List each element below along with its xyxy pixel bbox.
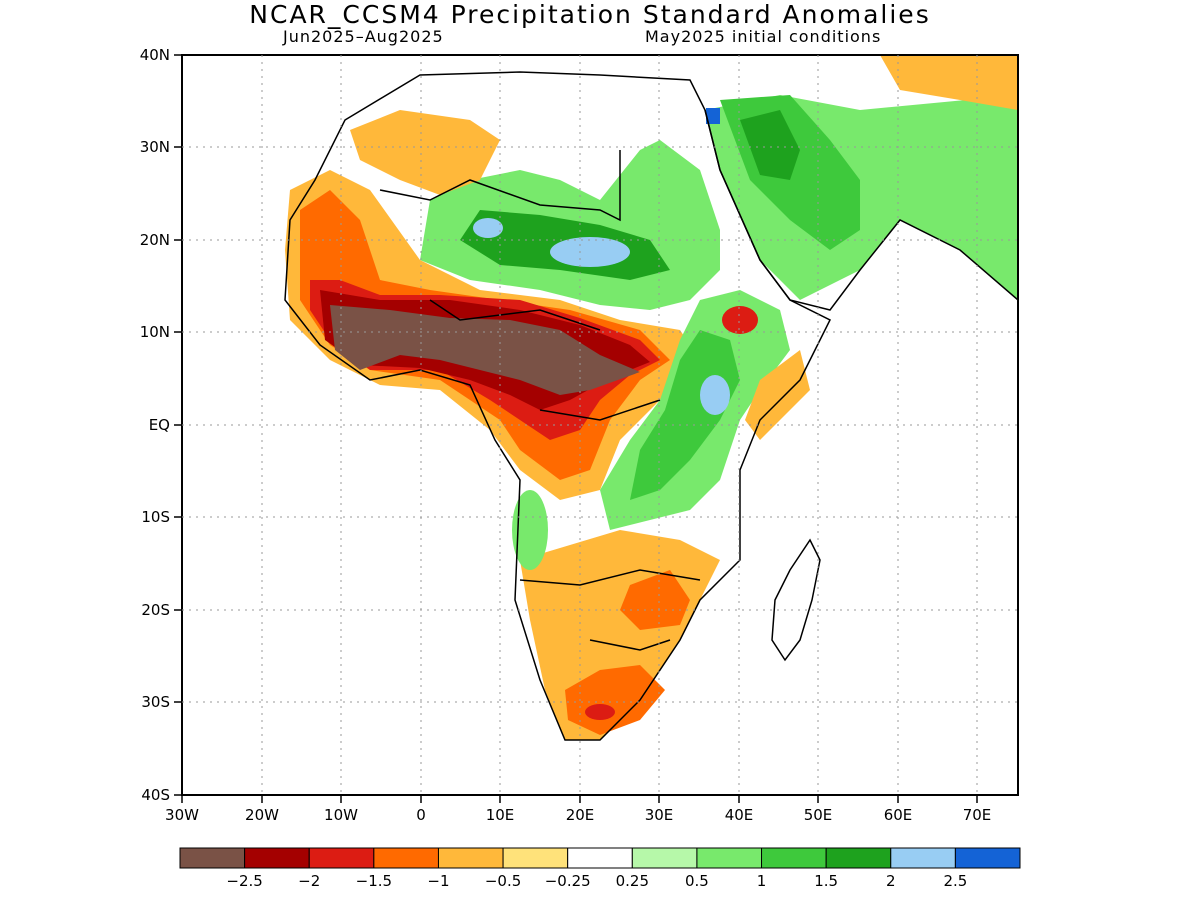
angola-wet: [512, 490, 548, 570]
lon-labels: 30W 20W 10W 0 10E 20E 30E 40E 50E 60E 70…: [165, 806, 991, 824]
colorbar-label: −0.25: [545, 872, 591, 890]
colorbar-swatch: [308, 847, 375, 869]
lon-label: 40E: [725, 806, 754, 824]
lat-label: EQ: [149, 416, 170, 434]
colorbar-label: 1.5: [814, 872, 838, 890]
colorbar-swatch: [502, 847, 569, 869]
colorbar-label: −1.5: [356, 872, 392, 890]
colorbar-swatch: [954, 847, 1021, 869]
coastlines: [284, 71, 1018, 741]
lat-label: 30S: [141, 693, 170, 711]
colorbar-label: −0.5: [485, 872, 521, 890]
lon-label: 10E: [486, 806, 515, 824]
anomaly-field: [285, 55, 1018, 740]
lon-label: 30W: [165, 806, 199, 824]
lat-label: 10S: [141, 508, 170, 526]
sahel-record-dry: [330, 305, 640, 395]
madagascar: [771, 538, 821, 662]
colorbar-label: −2.5: [226, 872, 262, 890]
arabia-wettest: [740, 110, 800, 180]
season-label: Jun2025–Aug2025: [283, 27, 444, 46]
maghreb-dry: [350, 110, 500, 195]
colorbar-swatch: [244, 847, 310, 869]
southern-africa-drier: [620, 570, 690, 630]
colorbar: −2.5 −2 −1.5 −1 −0.5 −0.25 0.25 0.5 1 1.5 2 2.5: [179, 847, 1021, 890]
map-title: NCAR_CCSM4 Precipitation Standard Anomal…: [249, 0, 931, 29]
cape-very-dry: [585, 704, 615, 720]
lat-label: 40S: [141, 786, 170, 804]
lat-label: 30N: [140, 138, 170, 156]
colorbar-swatch: [567, 847, 633, 869]
east-africa-very-wet: [700, 375, 730, 415]
lat-label: 10N: [140, 323, 170, 341]
iberia-landmass: [340, 55, 460, 90]
lat-labels: 40N 30N 20N 10N EQ 10S 20S 30S 40S: [140, 46, 170, 804]
lon-label: 20W: [245, 806, 279, 824]
colorbar-swatch: [373, 847, 439, 869]
colorbar-swatch: [890, 847, 956, 869]
lat-label: 20N: [140, 231, 170, 249]
lat-label: 20S: [141, 601, 170, 619]
colorbar-label: 0.25: [616, 872, 649, 890]
colorbar-label: −2: [298, 872, 320, 890]
lon-label: 0: [416, 806, 426, 824]
lat-label: 40N: [140, 46, 170, 64]
colorbar-label: 2.5: [943, 872, 967, 890]
lon-label: 10W: [324, 806, 358, 824]
lon-label: 20E: [566, 806, 595, 824]
lon-label: 50E: [804, 806, 833, 824]
axis-ticks: [174, 54, 978, 803]
colorbar-swatch: [825, 847, 892, 869]
horn-dry: [745, 350, 810, 440]
colorbar-label: 0.5: [685, 872, 709, 890]
colorbar-label: −1: [427, 872, 449, 890]
graticule: [182, 55, 1018, 795]
colorbar-label: 2: [886, 872, 896, 890]
lon-label: 60E: [884, 806, 913, 824]
colorbar-swatch: [696, 847, 763, 869]
init-label: May2025 initial conditions: [645, 27, 882, 46]
sinai-very-wet: [706, 108, 720, 124]
colorbar-swatch: [179, 847, 246, 869]
ethiopia-dry: [722, 306, 758, 334]
colorbar-swatch: [761, 847, 827, 869]
colorbar-label: 1: [757, 872, 767, 890]
colorbar-swatch: [631, 847, 698, 869]
east-africa-wetter: [630, 330, 740, 500]
colorbar-swatch: [437, 847, 504, 869]
lon-label: 70E: [963, 806, 992, 824]
lon-label: 30E: [645, 806, 674, 824]
iran-dry: [880, 55, 1018, 110]
sahara-very-wet: [550, 237, 630, 267]
sahara-very-wet-2: [473, 218, 503, 238]
